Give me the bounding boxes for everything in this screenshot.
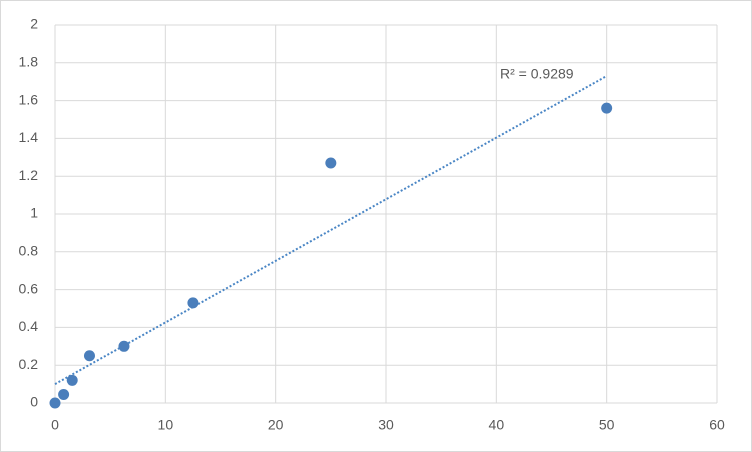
x-tick-label: 30 — [378, 417, 394, 433]
y-tick-label: 0.4 — [19, 318, 39, 334]
x-tick-label: 60 — [709, 417, 725, 433]
y-tick-label: 1.4 — [19, 129, 39, 145]
point — [66, 374, 78, 386]
point — [187, 297, 199, 309]
x-tick-label: 20 — [268, 417, 284, 433]
point — [325, 157, 337, 169]
y-tick-label: 1.8 — [19, 54, 39, 70]
x-tick-label: 40 — [489, 417, 505, 433]
annotation: R² = 0.9289 — [500, 66, 574, 82]
x-tick-label: 0 — [51, 417, 59, 433]
y-tick-label: 0.6 — [19, 280, 39, 296]
y-tick-label: 0 — [30, 394, 38, 410]
y-tick-label: 2 — [30, 16, 38, 32]
point — [58, 388, 70, 400]
y-tick-label: 1.6 — [19, 91, 39, 107]
y-tick-label: 1.2 — [19, 167, 39, 183]
y-tick-label: 1 — [30, 205, 38, 221]
trendline — [54, 75, 608, 385]
point — [49, 397, 61, 409]
y-tick-label: 0.8 — [19, 243, 39, 259]
point — [83, 350, 95, 362]
point — [118, 340, 130, 352]
x-tick-label: 50 — [599, 417, 615, 433]
point — [601, 102, 613, 114]
y-tick-label: 0.2 — [19, 356, 39, 372]
x-tick-label: 10 — [158, 417, 174, 433]
